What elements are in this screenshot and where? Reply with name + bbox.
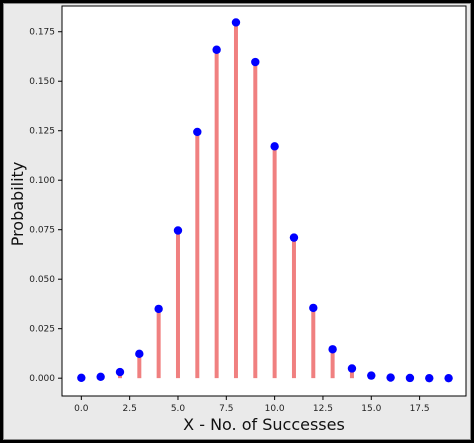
x-tick-label: 7.5 [219,404,233,414]
x-tick-label: 15.0 [361,404,381,414]
x-axis: 0.0 2.5 5.0 7.5 10.0 12.5 15.0 17.5 [74,396,430,414]
data-point [173,226,183,235]
y-tick-label: 0.100 [29,176,55,186]
x-tick-label: 12.5 [313,404,333,414]
y-axis-title: Probability [8,162,27,247]
y-tick-label: 0.075 [29,226,55,236]
stems-group [79,22,412,379]
data-point [115,367,125,377]
y-tick-label: 0.000 [29,374,55,384]
data-point [386,373,395,382]
y-axis: 0.000 0.025 0.050 0.075 0.100 0.125 0.150 0.175 [29,28,62,384]
data-point [193,127,202,137]
data-point [367,371,376,380]
y-tick-label: 0.125 [29,127,55,137]
data-point [270,142,279,151]
data-point [425,373,434,383]
markers-group [77,18,453,383]
data-point [289,233,299,242]
data-point [212,45,221,54]
y-tick-label: 0.150 [29,77,55,87]
data-point [444,373,453,383]
data-point [309,303,318,313]
y-tick-label: 0.175 [29,28,55,38]
data-point [231,18,241,27]
x-tick-label: 0.0 [74,404,89,414]
x-tick-label: 17.5 [410,404,430,414]
data-point [135,349,144,359]
y-tick-label: 0.025 [29,325,55,335]
y-tick-label: 0.050 [29,275,55,285]
data-point [251,57,260,67]
data-point [328,345,337,354]
plot-area [61,5,467,397]
x-tick-label: 2.5 [122,404,136,414]
data-point [77,373,86,382]
data-point [96,372,105,381]
data-point [154,304,163,314]
data-point [405,373,415,383]
x-tick-label: 5.0 [171,404,186,414]
x-axis-title: X - No. of Successes [183,415,345,434]
data-point [347,364,357,373]
x-tick-label: 10.0 [265,404,285,414]
